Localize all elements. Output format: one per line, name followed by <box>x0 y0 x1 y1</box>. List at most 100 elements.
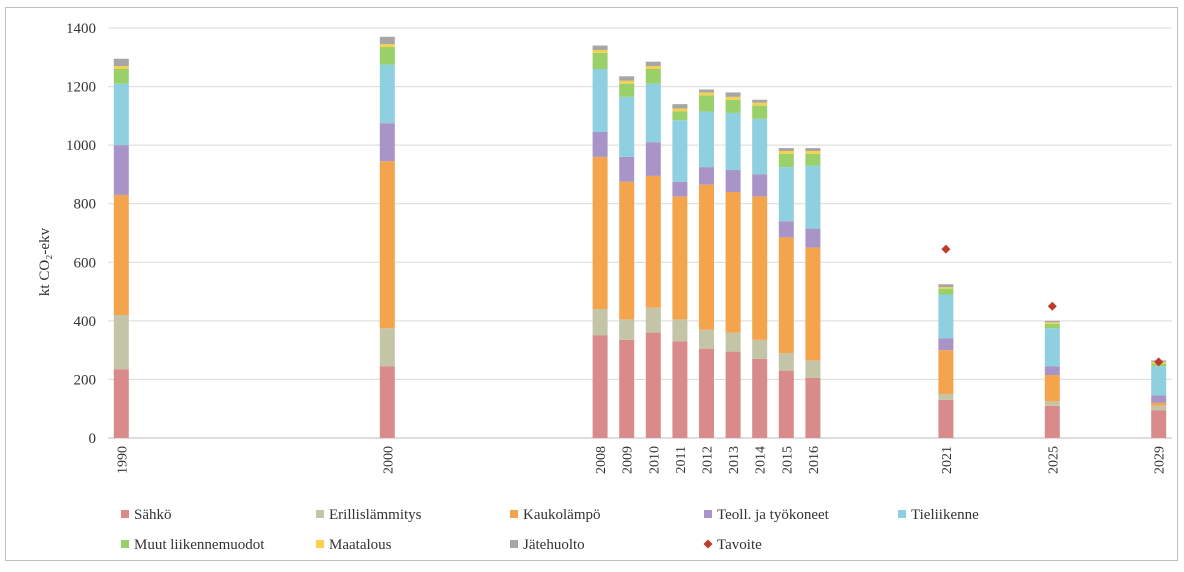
bar-segment <box>592 156 608 310</box>
legend-label: Muut liikennemuodot <box>134 537 265 553</box>
bar-segment <box>699 329 714 349</box>
bar-segment <box>379 47 395 65</box>
bar-segment <box>113 145 129 195</box>
bar-segment <box>645 66 661 69</box>
bar-segment <box>672 108 688 112</box>
bar-segment <box>938 338 954 351</box>
y-tick-label: 1400 <box>66 21 96 37</box>
bar-segment <box>672 104 688 109</box>
bar-segment <box>379 44 395 48</box>
bar-segment <box>619 80 635 84</box>
bar-segment <box>725 96 741 100</box>
y-tick-label: 400 <box>74 314 97 330</box>
target-marker <box>1047 301 1057 311</box>
bar-segment <box>379 328 395 367</box>
bar-segment <box>938 399 954 438</box>
bar-segment <box>672 319 688 342</box>
legend-swatch <box>316 540 324 548</box>
bar-segment <box>592 49 608 53</box>
legend-label: Kaukolämpö <box>523 507 600 523</box>
bar-segment <box>645 175 661 308</box>
bar-segment <box>645 332 661 438</box>
y-tick-label: 0 <box>89 431 97 447</box>
bar-segment <box>672 120 688 182</box>
legend-label: Tavoite <box>717 537 762 553</box>
bar-segment <box>1044 405 1060 438</box>
bar-segment <box>805 228 821 248</box>
bar-segment <box>1151 366 1167 396</box>
bar-segment <box>778 153 794 168</box>
bar-segment <box>725 112 741 171</box>
target-marker <box>1154 357 1164 367</box>
y-tick-label: 200 <box>74 372 97 388</box>
grid <box>108 27 1172 439</box>
x-tick-label: 2014 <box>754 446 769 474</box>
bar-segment <box>113 66 129 69</box>
legend-label: Teoll. ja työkoneet <box>717 507 830 523</box>
y-axis: 0 200 400 600 800 1000 1200 1400 <box>66 21 96 447</box>
bar-segment <box>725 92 741 97</box>
y-tick-label: 800 <box>74 197 97 213</box>
bar-segment <box>379 161 395 329</box>
bar-segment <box>672 341 688 438</box>
bar-segment <box>619 181 635 320</box>
bar-segment <box>752 118 768 175</box>
y-tick-label: 1000 <box>66 138 96 154</box>
bar-segment <box>778 370 794 438</box>
bar-segment <box>805 247 821 361</box>
bar-segment <box>938 288 954 295</box>
x-tick-label: 2010 <box>647 446 662 474</box>
bar-segment <box>778 221 794 238</box>
legend-label: Tieliikenne <box>911 507 979 523</box>
bar-segment <box>592 309 608 336</box>
bar-segment <box>619 319 635 340</box>
bar-segment <box>699 111 714 168</box>
bar-segment <box>1151 402 1167 406</box>
bar-segment <box>113 369 129 438</box>
legend-swatch <box>316 510 324 518</box>
bar-segment <box>725 192 741 333</box>
legend-label: Sähkö <box>134 507 172 523</box>
bar-segment <box>113 194 129 315</box>
bar-segment <box>113 69 129 84</box>
bar-segment <box>379 64 395 124</box>
bar-segment <box>699 95 714 112</box>
bar-segment <box>113 83 129 146</box>
bar-segment <box>645 142 661 176</box>
bar-segment <box>1044 366 1060 376</box>
x-tick-label: 2029 <box>1153 446 1168 474</box>
bar-segment <box>592 131 608 157</box>
bar-segment <box>619 83 635 97</box>
bar-segment <box>645 83 661 143</box>
bar-segment <box>938 294 954 339</box>
bar-segment <box>619 96 635 157</box>
bar-segment <box>778 237 794 354</box>
bar-segment <box>672 181 688 197</box>
x-tick-label: 2011 <box>674 446 689 473</box>
bar-segment <box>699 184 714 330</box>
y-tick-label: 600 <box>74 255 97 271</box>
bar-segment <box>699 167 714 185</box>
y-axis-label: kt CO₂-ekv <box>37 227 53 296</box>
x-tick-label: 1990 <box>115 446 130 474</box>
bar-segment <box>592 52 608 69</box>
legend-swatch <box>510 510 518 518</box>
bar-segment <box>752 339 768 359</box>
x-tick-label: 2025 <box>1046 446 1061 474</box>
chart-border <box>5 7 1178 561</box>
bar-segment <box>805 165 821 229</box>
y-tick-label: 1200 <box>66 80 96 96</box>
x-tick-label: 2016 <box>807 446 822 474</box>
x-tick-label: 2021 <box>940 446 955 474</box>
target-markers <box>941 244 1164 367</box>
bar-segment <box>805 151 821 154</box>
bar-segment <box>778 148 794 151</box>
bar-segment <box>805 153 821 166</box>
bar-segment <box>699 348 714 438</box>
bar-segment <box>938 350 954 395</box>
x-tick-label: 2009 <box>621 446 636 474</box>
bar-segment <box>725 99 741 113</box>
bar-segment <box>778 353 794 371</box>
